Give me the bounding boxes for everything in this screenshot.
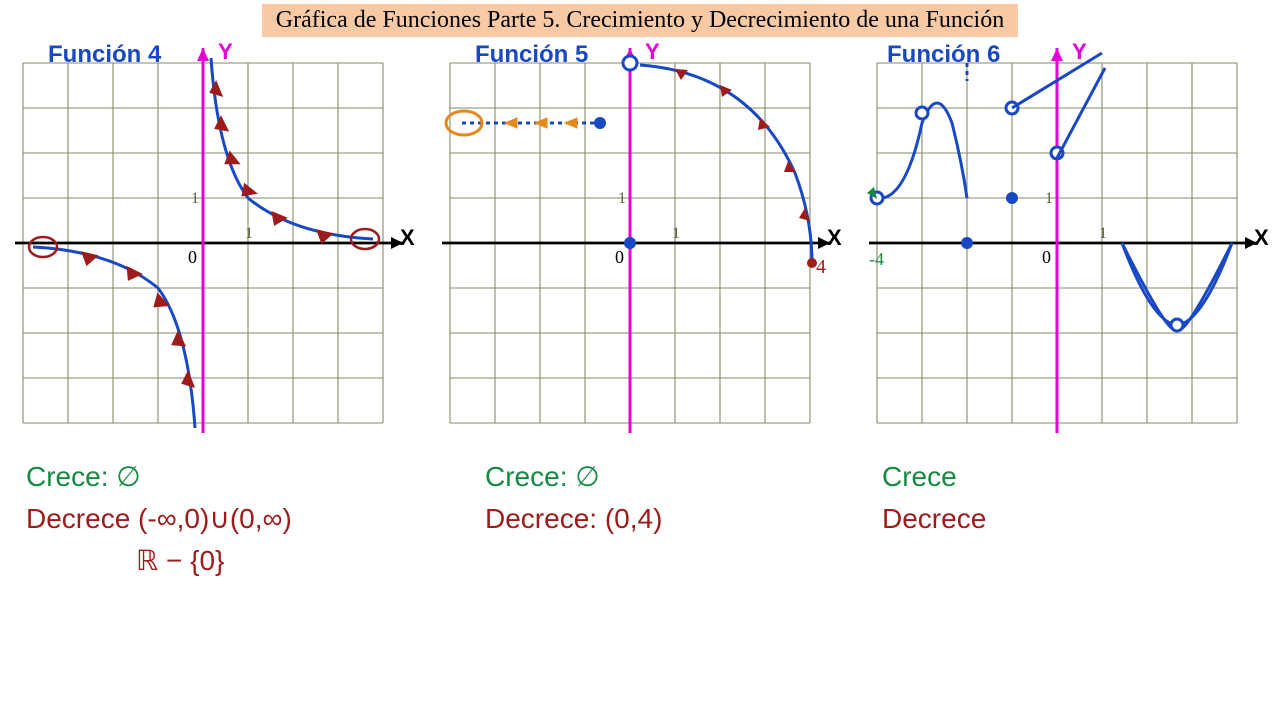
y-axis-label-6: Y xyxy=(1072,39,1087,65)
crece-6: Crece xyxy=(882,458,986,496)
svg-text:1: 1 xyxy=(1099,225,1107,242)
function-4-label: Función 4 xyxy=(48,41,161,69)
graph-6: 1 1 0 -4 Función 6 Y X xyxy=(862,43,1272,448)
panel-funcion-4: 1 1 0 Función 4 Y X Crece: ∅ Decrece (-∞… xyxy=(8,43,418,583)
crece-5: Crece: ∅ xyxy=(485,458,662,496)
y-axis-label-5: Y xyxy=(645,39,660,65)
svg-text:1: 1 xyxy=(1045,190,1053,207)
panel-funcion-6: 1 1 0 -4 Función 6 Y X Crece Decrece xyxy=(862,43,1272,583)
svg-text:0: 0 xyxy=(1042,247,1051,267)
origin-label: 0 xyxy=(188,247,197,267)
svg-text:0: 0 xyxy=(615,247,624,267)
annotations-6: Crece Decrece xyxy=(862,458,986,542)
x-axis-label: X xyxy=(400,225,415,251)
function-5-label: Función 5 xyxy=(475,41,588,69)
graph-panels: 1 1 0 Función 4 Y X Crece: ∅ Decrece (-∞… xyxy=(0,43,1280,583)
annotations-4: Crece: ∅ Decrece (-∞,0)∪(0,∞) ℝ − {0} xyxy=(8,458,292,583)
x-axis-label-5: X xyxy=(827,225,842,251)
panel-funcion-5: 1 1 0 4 Función 5 Y X Crece: ∅ Decrece: … xyxy=(435,43,845,583)
neg4-label: -4 xyxy=(869,249,884,269)
svg-text:1: 1 xyxy=(245,225,253,242)
page-title: Gráfica de Funciones Parte 5. Crecimient… xyxy=(262,4,1018,37)
crece-4: Crece: ∅ xyxy=(26,458,292,496)
annotations-5: Crece: ∅ Decrece: (0,4) xyxy=(435,458,662,542)
function-6-label: Función 6 xyxy=(887,41,1000,69)
svg-text:1: 1 xyxy=(672,225,680,242)
extra-4: ℝ − {0} xyxy=(26,542,292,580)
x-axis-label-6: X xyxy=(1254,225,1269,251)
graph-4: 1 1 0 Función 4 Y X xyxy=(8,43,418,448)
y-axis-label: Y xyxy=(218,39,233,65)
decrece-4: Decrece (-∞,0)∪(0,∞) xyxy=(26,500,292,538)
svg-text:1: 1 xyxy=(618,190,626,207)
decrece-5: Decrece: (0,4) xyxy=(485,500,662,538)
graph-5: 1 1 0 4 Función 5 Y X xyxy=(435,43,845,448)
decrece-6: Decrece xyxy=(882,500,986,538)
four-label: 4 xyxy=(816,256,826,278)
svg-text:1: 1 xyxy=(191,190,199,207)
